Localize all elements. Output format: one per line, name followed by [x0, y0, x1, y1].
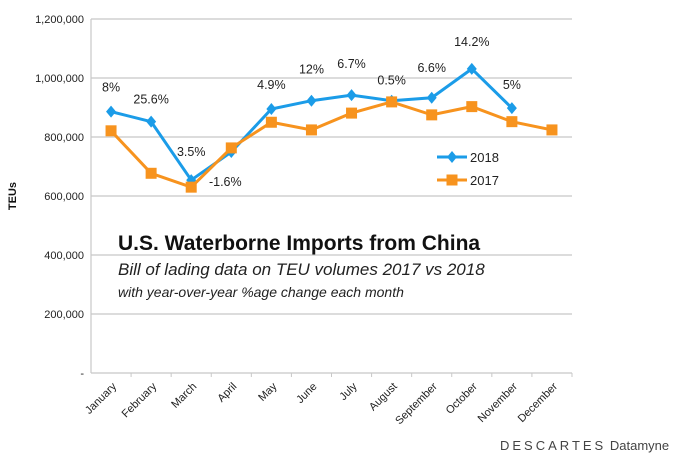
y-tick-label: 1,200,000	[35, 14, 84, 26]
y-tick-label: -	[80, 368, 84, 380]
legend-label: 2018	[470, 150, 499, 165]
x-tick-label: March	[169, 381, 199, 411]
data-label: 5%	[503, 78, 521, 92]
y-tick-label: 400,000	[44, 250, 84, 262]
data-label: 8%	[102, 81, 120, 95]
descartes-logo: DESCARTES Datamyne	[500, 438, 669, 453]
point-2018	[346, 89, 357, 102]
point-2017	[105, 125, 117, 137]
x-tick-label: September	[393, 380, 440, 427]
logo-suffix: Datamyne	[609, 438, 670, 453]
x-tick-label: June	[294, 381, 319, 406]
data-label: 25.6%	[133, 93, 168, 107]
chart-subtitle-2: with year-over-year %age change each mon…	[118, 284, 404, 300]
point-2017	[346, 107, 358, 119]
data-label: 14.2%	[454, 35, 489, 49]
x-tick-label: December	[516, 380, 561, 425]
y-tick-label: 1,000,000	[35, 73, 84, 85]
y-axis-label: TEUs	[7, 182, 19, 210]
point-2018	[106, 105, 117, 118]
point-2018	[266, 102, 277, 115]
x-tick-label: November	[476, 380, 521, 425]
x-tick-label: May	[256, 380, 280, 404]
point-2017	[466, 101, 478, 113]
legend-marker-2018	[447, 151, 457, 163]
x-tick-label: January	[83, 380, 120, 417]
data-label: 6.7%	[337, 57, 366, 71]
point-2017	[506, 116, 518, 128]
legend-label: 2017	[470, 173, 499, 188]
point-2017	[145, 167, 157, 179]
legend-marker-2017	[446, 174, 458, 186]
data-label: 3.5%	[177, 145, 206, 159]
y-tick-label: 800,000	[44, 132, 84, 144]
point-2017	[426, 109, 438, 121]
point-2018	[426, 91, 437, 104]
point-2017	[225, 142, 237, 154]
x-tick-label: August	[367, 381, 400, 414]
point-2018	[306, 94, 317, 107]
data-label: -1.6%	[209, 175, 242, 189]
data-label: 4.9%	[257, 78, 286, 92]
point-2018	[506, 102, 517, 115]
y-tick-label: 200,000	[44, 309, 84, 321]
point-2018	[466, 62, 477, 75]
series-line-2017	[109, 100, 553, 189]
x-tick-label: April	[215, 381, 239, 405]
x-tick-label: February	[120, 380, 160, 420]
point-2017	[546, 124, 558, 136]
chart-subtitle: Bill of lading data on TEU volumes 2017 …	[118, 260, 485, 279]
y-tick-label: 600,000	[44, 191, 84, 203]
data-label: 6.6%	[417, 61, 446, 75]
data-label: 0.5%	[377, 74, 406, 88]
x-tick-label: October	[444, 380, 480, 416]
point-2017	[185, 181, 197, 193]
logo-text: DESCARTES	[500, 438, 607, 453]
chart-title: U.S. Waterborne Imports from China	[118, 232, 481, 255]
point-2018	[146, 115, 157, 128]
point-2017	[265, 116, 277, 128]
point-2017	[305, 124, 317, 136]
x-tick-label: July	[337, 380, 360, 403]
data-label: 12%	[299, 63, 324, 77]
point-2017	[386, 96, 398, 108]
